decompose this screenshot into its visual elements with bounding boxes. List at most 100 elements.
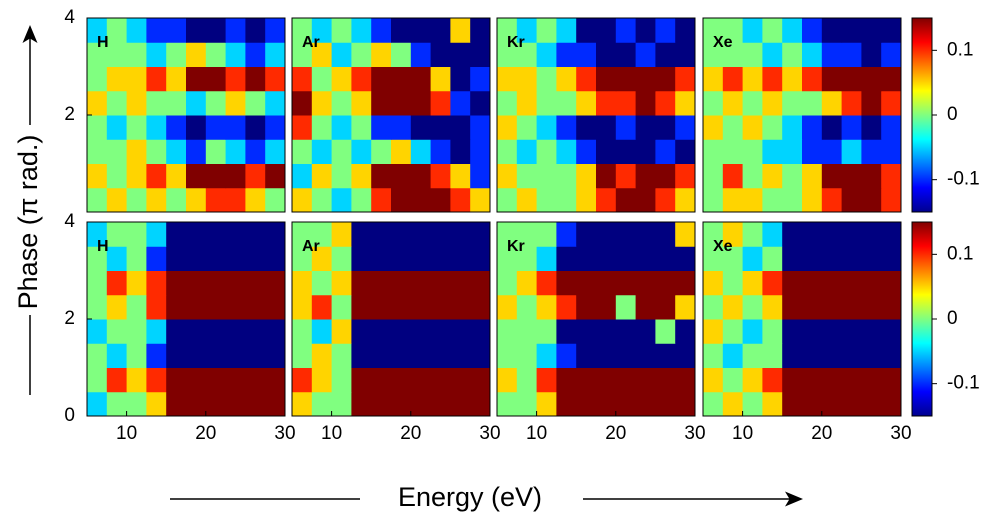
- heatmap-cell: [615, 319, 637, 344]
- heatmap-cell: [516, 319, 538, 344]
- heatmap-cell: [450, 246, 471, 271]
- heatmap-cell: [225, 115, 246, 140]
- heatmap-cell: [106, 367, 128, 393]
- heatmap-cell: [245, 42, 266, 67]
- heatmap-cell: [635, 187, 656, 212]
- heatmap-cell: [576, 187, 597, 212]
- heatmap-cell: [516, 115, 538, 140]
- heatmap-cell: [331, 115, 352, 140]
- heatmap-cell: [615, 294, 637, 320]
- cells: [292, 18, 490, 212]
- heatmap-cell: [166, 270, 187, 296]
- heatmap-cell: [703, 139, 724, 164]
- heatmap-cell: [742, 246, 763, 271]
- heatmap-cell: [881, 139, 901, 164]
- x-tick-label: 20: [400, 423, 421, 444]
- heatmap-cell: [497, 115, 518, 140]
- heatmap-cell: [87, 343, 108, 368]
- heatmap-cell: [675, 294, 695, 320]
- heatmap-cell: [675, 90, 695, 116]
- heatmap-cell: [556, 139, 577, 164]
- heatmap-cell: [536, 222, 557, 247]
- heatmap-cell: [742, 66, 763, 92]
- heatmap-cell: [802, 42, 823, 67]
- heatmap-cell: [802, 90, 823, 116]
- heatmap-cell: [371, 18, 392, 43]
- heatmap-cell: [245, 139, 266, 164]
- heatmap-cell: [186, 66, 207, 92]
- heatmap-cell: [371, 187, 392, 212]
- heatmap-cell: [186, 319, 207, 344]
- heatmap-cell: [225, 42, 246, 67]
- heatmap-cell: [186, 270, 207, 296]
- heatmap-cell: [166, 246, 187, 271]
- heatmap-cell: [430, 246, 451, 271]
- heatmap-cell: [410, 139, 432, 164]
- heatmap-cell: [841, 294, 862, 320]
- heatmap-cell: [536, 319, 557, 344]
- heatmap-cell: [821, 222, 843, 247]
- heatmap-cell: [821, 367, 843, 393]
- colorbar-tick-label: 0: [947, 308, 958, 329]
- heatmap-cell: [703, 222, 724, 247]
- heatmap-cell: [245, 115, 266, 140]
- heatmap-cell: [186, 115, 207, 140]
- heatmap-cell: [126, 367, 147, 393]
- heatmap-cell: [841, 367, 862, 393]
- heatmap-cell: [410, 222, 432, 247]
- heatmap-cell: [106, 115, 128, 140]
- heatmap-cell: [331, 367, 352, 393]
- cells: [703, 222, 901, 416]
- heatmap-cell: [410, 270, 432, 296]
- heatmap-cell: [802, 18, 823, 43]
- heatmap-cell: [596, 246, 617, 271]
- heatmap-cell: [635, 367, 656, 393]
- heatmap-cell: [292, 319, 313, 344]
- heatmap-cell: [186, 42, 207, 67]
- heatmap-cell: [225, 246, 246, 271]
- heatmap-cell: [655, 367, 676, 393]
- heatmap-cell: [205, 90, 227, 116]
- heatmap-cell: [126, 391, 147, 416]
- heatmap-cell: [536, 246, 557, 271]
- heatmap-cell: [742, 18, 763, 43]
- heatmap-cell: [106, 163, 128, 189]
- heatmap-cell: [146, 18, 167, 43]
- heatmap-cell: [536, 270, 557, 296]
- heatmap-cell: [762, 90, 783, 116]
- cells: [292, 222, 490, 416]
- heatmap-cell: [87, 270, 108, 296]
- heatmap-cell: [331, 139, 352, 164]
- heatmap-cell: [450, 139, 471, 164]
- heatmap-cell: [126, 90, 147, 116]
- heatmap-cell: [470, 222, 490, 247]
- heatmap-cell: [106, 391, 128, 416]
- heatmap-cell: [821, 90, 843, 116]
- heatmap-cell: [391, 222, 412, 247]
- colorbar: [911, 17, 933, 213]
- heatmap-cell: [635, 115, 656, 140]
- panel-label: H: [97, 34, 109, 51]
- heatmap-cell: [596, 90, 617, 116]
- heatmap-cell: [556, 270, 577, 296]
- heatmap-cell: [556, 163, 577, 189]
- heatmap-cell: [782, 222, 803, 247]
- heatmap-cell: [742, 42, 763, 67]
- heatmap-cell: [265, 246, 285, 271]
- heatmap-cell: [265, 139, 285, 164]
- heatmap-cell: [470, 163, 490, 189]
- heatmap-cell: [516, 391, 538, 416]
- heatmap-cell: [292, 115, 313, 140]
- heatmap-cell: [265, 90, 285, 116]
- heatmap-cell: [87, 115, 108, 140]
- heatmap-cell: [576, 115, 597, 140]
- heatmap-cell: [821, 115, 843, 140]
- heatmap-panel: Xe -0.1 0 0.1: [702, 17, 980, 213]
- heatmap-cell: [245, 270, 266, 296]
- heatmap-cell: [292, 90, 313, 116]
- heatmap-cell: [225, 222, 246, 247]
- heatmap-cell: [166, 90, 187, 116]
- y-axis-label: Phase (π rad.): [13, 135, 43, 310]
- heatmap-cell: [265, 391, 285, 416]
- colorbar-tick-label: 0: [947, 104, 958, 125]
